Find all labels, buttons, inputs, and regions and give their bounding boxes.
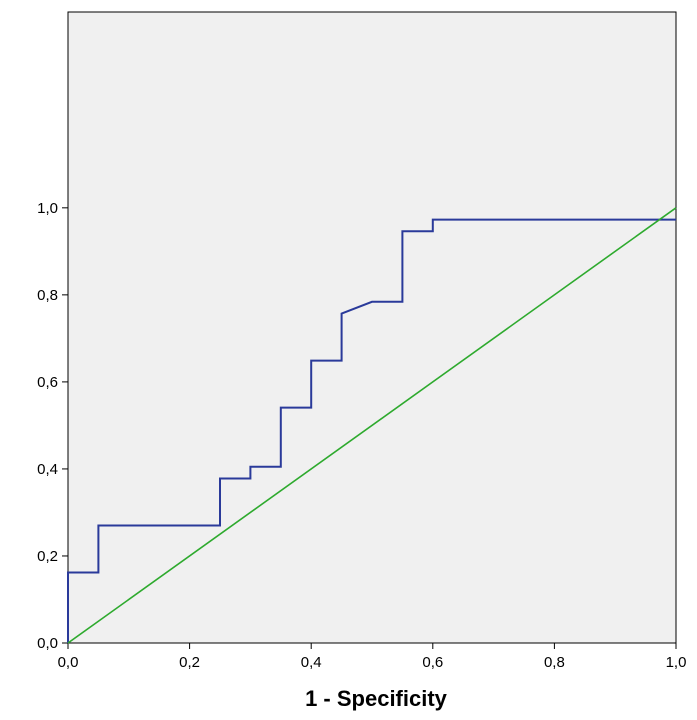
x-tick-label: 0,6 <box>422 654 443 671</box>
y-tick-label: 0,8 <box>37 287 58 304</box>
x-tick-label: 1,0 <box>666 654 687 671</box>
x-axis-title: 1 - Specificity <box>305 686 448 711</box>
x-tick-label: 0,8 <box>544 654 565 671</box>
x-tick-label: 0,0 <box>58 654 79 671</box>
reference-diagonal-line <box>67 207 677 644</box>
y-tick-label: 0,4 <box>37 461 58 478</box>
x-tick-label: 0,2 <box>179 654 200 671</box>
y-tick-label: 0,6 <box>37 374 58 391</box>
plot-area <box>67 11 677 644</box>
x-axis-ticks: 0,0 0,2 0,4 0,6 0,8 1,0 <box>58 643 687 671</box>
x-tick-label: 0,4 <box>301 654 322 671</box>
y-tick-label: 1,0 <box>37 200 58 217</box>
series-layer <box>67 207 677 644</box>
y-tick-label: 0,2 <box>37 548 58 565</box>
roc-curve-line <box>67 218 676 643</box>
y-axis-ticks: 0,0 0,2 0,4 0,6 0,8 1,0 <box>37 200 68 652</box>
y-tick-label: 0,0 <box>37 635 58 652</box>
